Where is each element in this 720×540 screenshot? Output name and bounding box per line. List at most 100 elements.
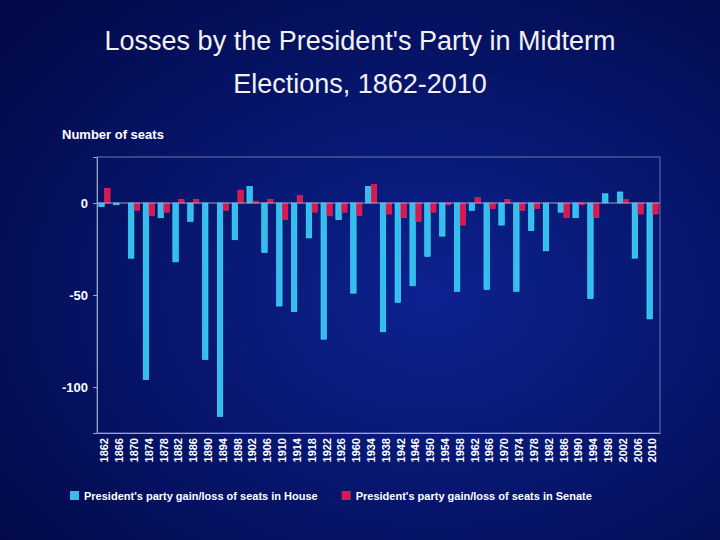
y-axis: -100 -50 0 (62, 158, 98, 434)
tick-label: 1906 (261, 438, 273, 462)
bar (306, 203, 311, 238)
bar (277, 203, 282, 306)
tick-label: 1910 (276, 438, 288, 462)
bar (416, 203, 421, 221)
tick-label: 1974 (513, 437, 525, 462)
bar (238, 190, 243, 203)
bar (499, 203, 504, 225)
tick-label: 2006 (632, 438, 644, 462)
tick-label: 1978 (528, 438, 540, 462)
bar (543, 203, 548, 251)
tick-label: 1946 (409, 438, 421, 462)
bar (247, 186, 252, 203)
tick-label: 1886 (187, 438, 199, 462)
tick-label: 1926 (335, 438, 347, 462)
tick: 2006 (632, 438, 644, 462)
tick: 0 (81, 196, 97, 211)
bar (128, 203, 133, 258)
tick-label: 1878 (158, 438, 170, 462)
tick: -100 (62, 380, 97, 395)
bar (440, 203, 445, 236)
legend-swatch (70, 491, 79, 500)
axis-line (98, 433, 661, 434)
bar (365, 186, 370, 203)
bar (179, 199, 184, 203)
tick: 1986 (558, 438, 570, 462)
bar (454, 203, 459, 291)
bar (430, 203, 435, 212)
tick-label: 1950 (424, 438, 436, 462)
tick-label: 2010 (646, 438, 658, 462)
plot-frame (97, 157, 660, 433)
tick-label: 1942 (395, 438, 407, 462)
bar (312, 203, 317, 212)
bar (351, 203, 356, 293)
bar (149, 203, 154, 216)
bar (425, 203, 430, 256)
tick: 1862 (98, 438, 110, 462)
tick-label: 1994 (587, 437, 599, 462)
tick: 1902 (246, 438, 258, 462)
title-line: Elections, 1862-2010 (233, 69, 487, 99)
tick: 2010 (646, 438, 658, 462)
tick-label: 1870 (128, 438, 140, 462)
chart-svg: Losses by the President's Party in Midte… (0, 0, 720, 540)
tick-label: 1966 (483, 438, 495, 462)
bar (484, 203, 489, 289)
tick-label: 1982 (543, 438, 555, 462)
tick: -50 (69, 288, 97, 303)
tick-label: -50 (69, 288, 88, 303)
bar (564, 203, 569, 218)
tick-label: 1990 (572, 438, 584, 462)
bar (202, 203, 207, 359)
bar (410, 203, 415, 286)
bar (653, 203, 658, 214)
bar (188, 203, 193, 221)
axis-title: Number of seats (62, 127, 164, 142)
bar (623, 199, 628, 203)
bar (282, 203, 287, 220)
tick-mark (93, 203, 97, 204)
tick: 1870 (128, 438, 140, 462)
tick-label: 1958 (454, 438, 466, 462)
tick-label: 1962 (469, 438, 481, 462)
tick: 1874 (143, 437, 155, 462)
tick: 1982 (543, 438, 555, 462)
bar (588, 203, 593, 299)
tick: 1934 (365, 437, 377, 462)
bar (297, 196, 302, 203)
tick: 2002 (617, 438, 629, 462)
tick: 1946 (409, 438, 421, 462)
tick: 1938 (380, 438, 392, 462)
tick-label: 1902 (246, 438, 258, 462)
bar (327, 203, 332, 216)
tick-label: 1914 (291, 437, 303, 462)
axis-line (93, 158, 98, 434)
bar (617, 192, 622, 203)
bars (99, 185, 658, 417)
tick-label: 1954 (439, 437, 451, 462)
tick-label: 1970 (498, 438, 510, 462)
bar (514, 203, 519, 291)
tick-label: 1898 (232, 438, 244, 462)
tick: 1882 (172, 438, 184, 462)
bar (223, 203, 228, 210)
tick: 1960 (350, 438, 362, 462)
bar (371, 185, 376, 203)
bar (380, 203, 385, 332)
tick: 1954 (439, 437, 451, 462)
tick: 1906 (261, 438, 273, 462)
tick-label: 1998 (602, 438, 614, 462)
tick-label: -100 (62, 380, 88, 395)
tick: 1942 (395, 438, 407, 462)
chart-title: Losses by the President's Party in Midte… (105, 26, 616, 99)
bar (603, 194, 608, 203)
tick: 1966 (483, 438, 495, 462)
tick: 1890 (202, 438, 214, 462)
bar (217, 203, 222, 416)
tick: 1990 (572, 438, 584, 462)
tick: 1918 (306, 438, 318, 462)
bar (193, 199, 198, 203)
bar (268, 199, 273, 203)
legend: President's party gain/loss of seats in … (70, 490, 592, 502)
